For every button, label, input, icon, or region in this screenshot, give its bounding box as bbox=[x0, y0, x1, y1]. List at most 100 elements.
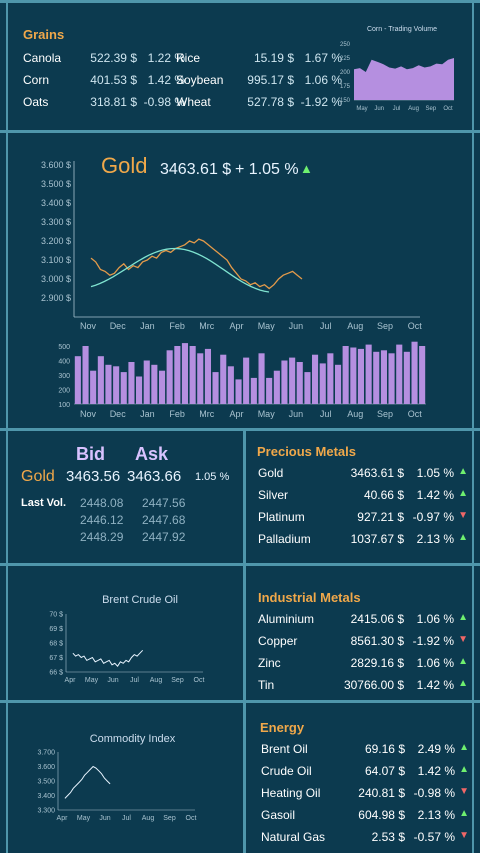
bidask-row: 2446.12 2447.68 bbox=[80, 513, 204, 527]
down-arrow-icon: ▼ bbox=[458, 634, 468, 645]
grain-name: Canola bbox=[23, 51, 62, 65]
gold-xtick: Sep bbox=[377, 321, 393, 331]
gold-xtick: Aug bbox=[347, 321, 363, 331]
grain-change: 1.22 % bbox=[147, 51, 185, 65]
grain-name: Wheat bbox=[176, 95, 211, 109]
precious-row[interactable]: Palladium 1037.67 $ 2.13 % ▲ bbox=[258, 532, 468, 546]
brent-xtick: Apr bbox=[65, 677, 77, 684]
energy-row[interactable]: Brent Oil 69.16 $ 2.49 % ▲ bbox=[261, 742, 469, 756]
vol-bar bbox=[151, 364, 158, 404]
industrial-name: Copper bbox=[258, 634, 298, 648]
grain-change: -1.92 % bbox=[300, 95, 342, 109]
up-arrow-icon: ▲ bbox=[458, 532, 468, 543]
grain-row[interactable]: Rice 15.19 $ 1.67 % bbox=[176, 51, 342, 65]
vol-xtick: Jun bbox=[289, 409, 304, 419]
grain-change: 1.67 % bbox=[304, 51, 342, 65]
precious-price: 927.21 $ bbox=[357, 510, 404, 524]
precious-title: Precious Metals bbox=[257, 444, 356, 459]
industrial-change: 1.06 % bbox=[416, 612, 454, 626]
corn-xtick: Sep bbox=[425, 106, 436, 112]
gold-ytick: 3.500 $ bbox=[41, 179, 71, 189]
grain-row[interactable]: Canola 522.39 $ 1.22 % bbox=[23, 51, 185, 65]
up-arrow-icon: ▲ bbox=[458, 466, 468, 477]
vol-xtick: Oct bbox=[408, 409, 423, 419]
grain-row[interactable]: Soybean 995.17 $ 1.06 % bbox=[176, 73, 342, 87]
corn-xtick: May bbox=[356, 106, 367, 112]
vol-bar bbox=[243, 357, 250, 404]
precious-price: 3463.61 $ bbox=[350, 466, 404, 480]
energy-name: Crude Oil bbox=[261, 764, 312, 778]
precious-row[interactable]: Gold 3463.61 $ 1.05 % ▲ bbox=[258, 466, 468, 480]
vol-bar bbox=[304, 372, 311, 404]
industrial-row[interactable]: Aluminium 2415.06 $ 1.06 % ▲ bbox=[258, 612, 468, 626]
precious-row[interactable]: Silver 40.66 $ 1.42 % ▲ bbox=[258, 488, 468, 502]
grain-change: 1.42 % bbox=[147, 73, 185, 87]
energy-row[interactable]: Gasoil 604.98 $ 2.13 % ▲ bbox=[261, 808, 469, 822]
ask-vol: 2447.68 bbox=[142, 513, 186, 527]
gold-xtick: Apr bbox=[229, 321, 243, 331]
down-arrow-icon: ▼ bbox=[459, 786, 469, 797]
commodity-chart-title: Commodity Index bbox=[89, 733, 176, 745]
vol-bar bbox=[296, 362, 303, 404]
vol-bar bbox=[120, 372, 127, 404]
vol-bar bbox=[235, 379, 242, 404]
corn-chart-title: Corn - Trading Volume bbox=[366, 26, 438, 33]
energy-title: Energy bbox=[260, 720, 305, 735]
precious-row[interactable]: Platinum 927.21 $ -0.97 % ▼ bbox=[258, 510, 468, 524]
grains-title: Grains bbox=[23, 27, 65, 42]
vol-ytick: 200 bbox=[58, 388, 70, 395]
gold-xtick: Jun bbox=[289, 321, 304, 331]
brent-xtick: May bbox=[85, 677, 99, 684]
energy-row[interactable]: Heating Oil 240.81 $ -0.98 % ▼ bbox=[261, 786, 469, 800]
energy-change: 2.49 % bbox=[417, 742, 455, 756]
precious-price: 1037.67 $ bbox=[350, 532, 404, 546]
vol-bar bbox=[281, 360, 288, 404]
industrial-title: Industrial Metals bbox=[258, 590, 361, 605]
vol-xtick: Jan bbox=[140, 409, 155, 419]
frame-right bbox=[472, 0, 474, 853]
vol-bar bbox=[159, 370, 166, 404]
brent-xtick: Oct bbox=[194, 677, 205, 684]
gold-ytick: 3.300 $ bbox=[41, 217, 71, 227]
energy-row[interactable]: Natural Gas 2.53 $ -0.57 % ▼ bbox=[261, 830, 469, 844]
bid-value: 3463.56 bbox=[66, 468, 121, 485]
precious-name: Silver bbox=[258, 488, 289, 502]
precious-change: 1.42 % bbox=[416, 488, 454, 502]
gold-xtick: May bbox=[258, 321, 276, 331]
commodity-ytick: 3.600 bbox=[37, 764, 55, 771]
divider-1 bbox=[0, 130, 480, 133]
industrial-row[interactable]: Copper 8561.30 $ -1.92 % ▼ bbox=[258, 634, 468, 648]
vol-bar bbox=[250, 377, 257, 404]
commodity-ytick: 3.400 bbox=[37, 793, 55, 800]
industrial-row[interactable]: Tin 30766.00 $ 1.42 % ▲ bbox=[258, 678, 468, 692]
commodity-xtick: Aug bbox=[142, 815, 155, 822]
energy-row[interactable]: Crude Oil 64.07 $ 1.42 % ▲ bbox=[261, 764, 469, 778]
precious-change: 2.13 % bbox=[416, 532, 454, 546]
vol-bar bbox=[189, 346, 196, 404]
grain-row[interactable]: Oats 318.81 $ -0.98 % bbox=[23, 95, 185, 109]
industrial-price: 30766.00 $ bbox=[343, 678, 404, 692]
gold-xtick: Oct bbox=[408, 321, 423, 331]
frame-top bbox=[0, 0, 480, 3]
commodity-xtick: Jun bbox=[99, 815, 110, 822]
vol-bar bbox=[174, 346, 181, 404]
energy-change: -0.98 % bbox=[413, 786, 455, 800]
brent-xtick: Jul bbox=[130, 677, 139, 684]
vol-bar bbox=[74, 356, 81, 404]
brent-line bbox=[72, 649, 144, 668]
gold-ytick: 3.200 $ bbox=[41, 236, 71, 246]
industrial-change: 1.06 % bbox=[416, 656, 454, 670]
corn-xtick: Oct bbox=[443, 106, 453, 112]
divider-3 bbox=[0, 563, 480, 566]
corn-chart-svg: 250 225 200 175 150 May Jun Jul Aug Sep Oct bbox=[340, 42, 454, 112]
vol-ytick: 300 bbox=[58, 373, 70, 380]
grain-row[interactable]: Wheat 527.78 $ -1.92 % bbox=[176, 95, 342, 109]
up-arrow-icon: ▲ bbox=[300, 161, 313, 176]
up-arrow-icon: ▲ bbox=[459, 742, 469, 753]
grain-row[interactable]: Corn 401.53 $ 1.42 % bbox=[23, 73, 185, 87]
vol-bar bbox=[327, 353, 334, 405]
down-arrow-icon: ▼ bbox=[458, 510, 468, 521]
up-arrow-icon: ▲ bbox=[458, 678, 468, 689]
industrial-row[interactable]: Zinc 2829.16 $ 1.06 % ▲ bbox=[258, 656, 468, 670]
gold-price: 3463.61 $ bbox=[160, 161, 232, 178]
